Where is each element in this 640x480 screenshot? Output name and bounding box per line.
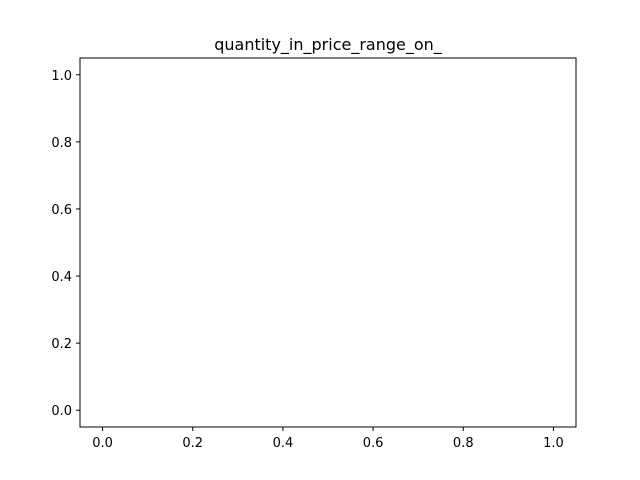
x-tick-label: 0.0 xyxy=(92,436,113,451)
x-tick-label: 0.6 xyxy=(363,436,384,451)
x-tick-label: 0.4 xyxy=(273,436,294,451)
x-axis: 0.0 0.2 0.4 0.6 0.8 1.0 xyxy=(92,427,564,451)
axes-frame xyxy=(79,57,577,428)
y-tick-label: 0.0 xyxy=(51,404,72,419)
y-tick-label: 1.0 xyxy=(51,69,72,84)
x-tick-label: 0.8 xyxy=(453,436,474,451)
y-tick-label: 0.2 xyxy=(51,337,72,352)
y-tick-label: 0.4 xyxy=(51,270,72,285)
y-axis: 0.0 0.2 0.4 0.6 0.8 1.0 xyxy=(51,69,80,419)
y-tick-label: 0.8 xyxy=(51,136,72,151)
x-tick-label: 1.0 xyxy=(543,436,564,451)
chart-title: quantity_in_price_range_on_ xyxy=(214,35,443,55)
y-tick-label: 0.6 xyxy=(51,203,72,218)
x-tick-label: 0.2 xyxy=(182,436,203,451)
